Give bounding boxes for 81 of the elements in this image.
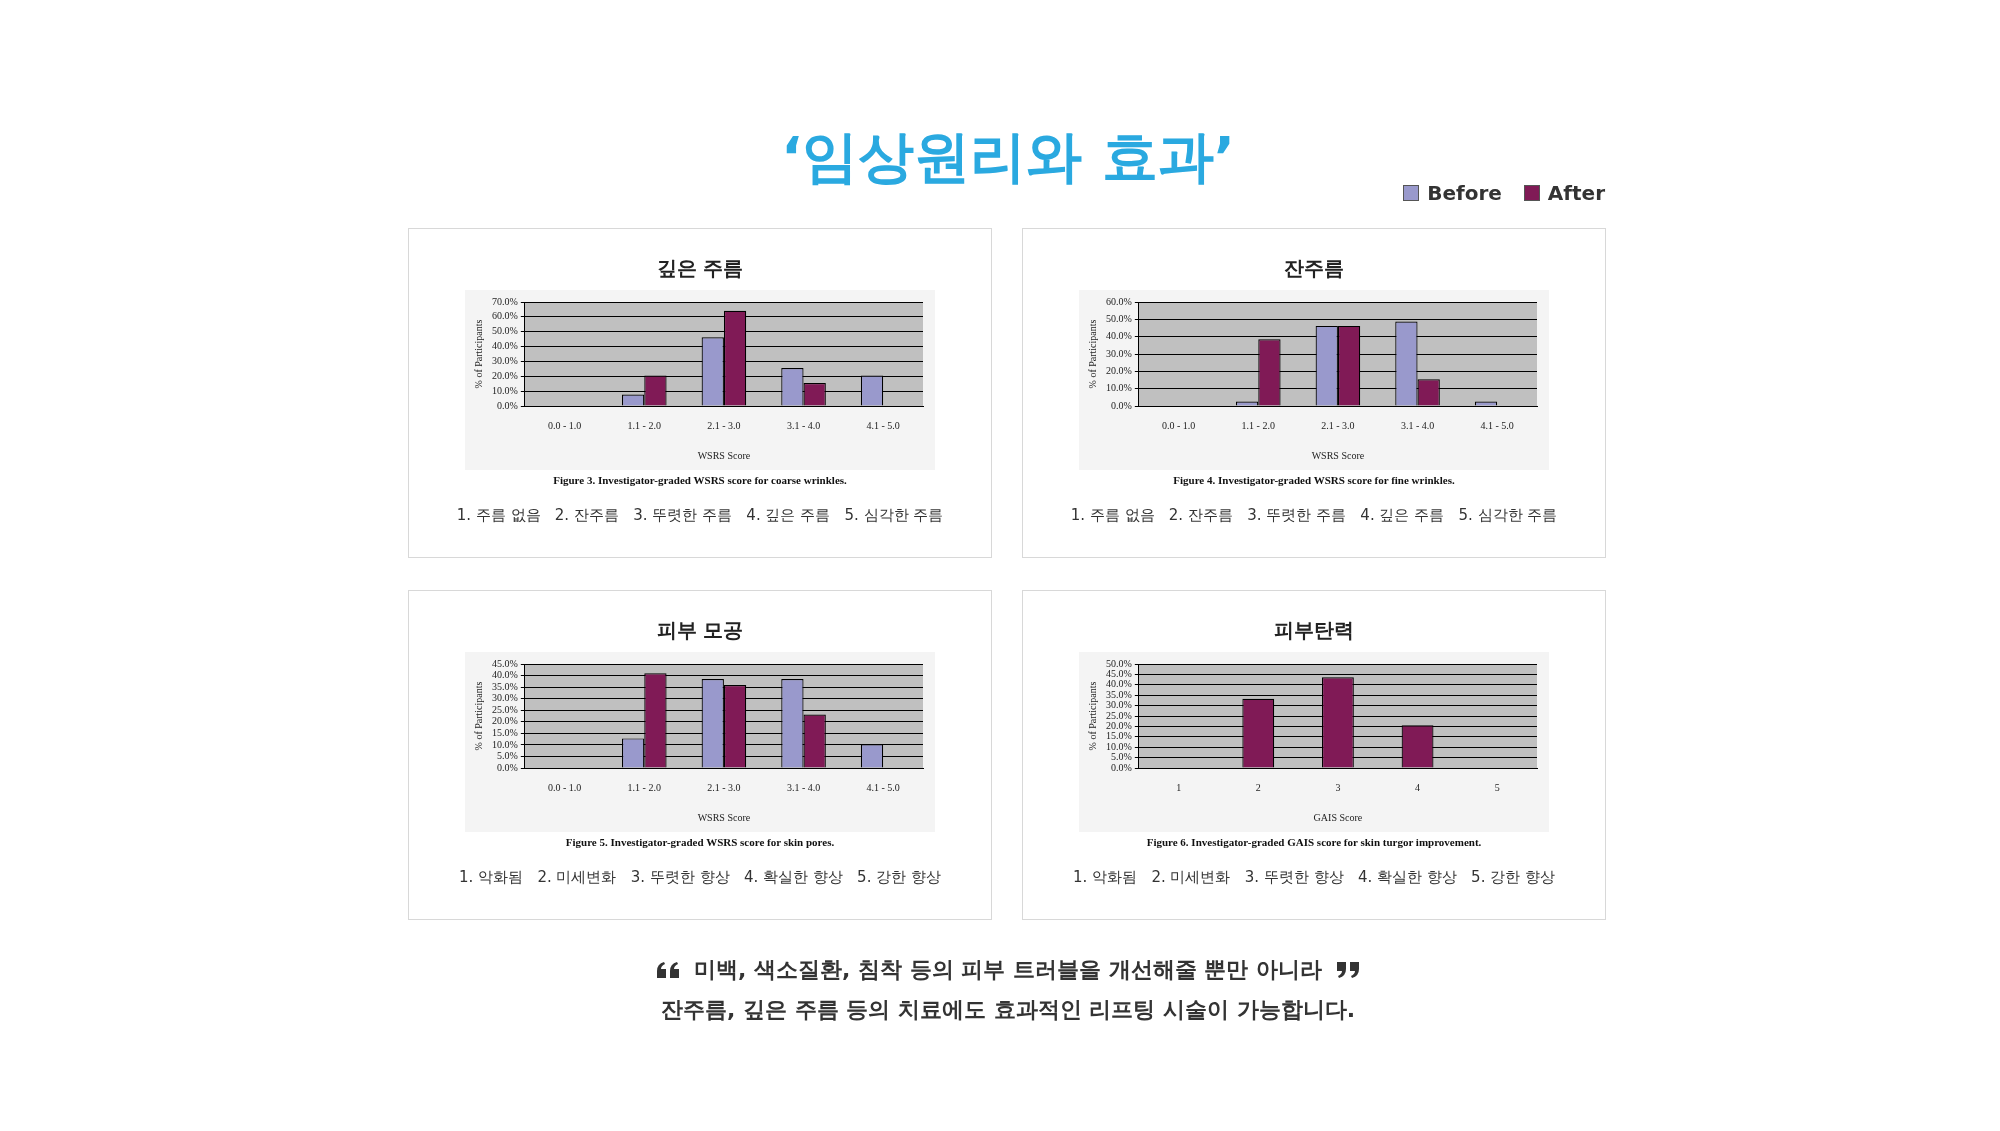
y-tick-label: 20.0% [491, 369, 518, 381]
y-tick-label: 45.0% [491, 657, 518, 669]
legend-label: After [1547, 181, 1605, 205]
x-tick-label: 3 [1335, 781, 1341, 793]
y-tick-label: 25.0% [491, 703, 518, 715]
y-axis-title: % of Participants [1086, 681, 1098, 751]
y-tick-label: 50.0% [491, 325, 518, 337]
y-tick-label: 40.0% [1105, 678, 1132, 690]
y-axis-title: % of Participants [1086, 319, 1098, 389]
y-tick-label: 70.0% [491, 295, 518, 307]
x-tick-label: 4.1 - 5.0 [866, 781, 900, 793]
x-tick-label: 2 [1255, 781, 1261, 793]
x-tick-label: 0.0 - 1.0 [547, 781, 582, 793]
x-tick-label: 3.1 - 4.0 [786, 419, 821, 431]
y-tick-label: 10.0% [491, 384, 518, 396]
x-tick-label: 1.1 - 2.0 [1241, 419, 1275, 431]
y-tick-label: 20.0% [491, 715, 518, 727]
y-tick-label: 5.0% [496, 750, 518, 762]
y-tick-label: 0.0% [496, 761, 518, 773]
y-tick-label: 25.0% [1105, 709, 1132, 721]
x-tick-label: 0.0 - 1.0 [1161, 419, 1196, 431]
y-axis-title: % of Participants [472, 319, 484, 389]
chart-title: 피부탄력 [1273, 617, 1355, 644]
x-tick-label: 2.1 - 3.0 [707, 781, 741, 793]
y-tick-label: 35.0% [1105, 688, 1132, 700]
x-axis-title: WSRS Score [697, 811, 751, 823]
text: 미백, 색소질환, 침착 등의 피부 트러블을 개선해줄 뿐만 아니라 [694, 956, 1322, 984]
y-tick-label: 20.0% [1105, 364, 1132, 376]
text: 1. 악화됨 2. 미세변화 3. 뚜렷한 향상 4. 확실한 향상 5. 강한 향상 [458, 868, 942, 887]
x-tick-label: 4.1 - 5.0 [1480, 419, 1514, 431]
y-tick-label: 40.0% [491, 340, 518, 352]
x-tick-label: 3.1 - 4.0 [786, 781, 821, 793]
y-tick-label: 15.0% [491, 726, 518, 738]
y-tick-label: 0.0% [496, 399, 518, 411]
caption: Figure 6. Investigator-graded GAIS score for skin turgor improvement. [1145, 836, 1483, 848]
y-tick-label: 0.0% [1110, 399, 1132, 411]
y-tick-label: 40.0% [491, 669, 518, 681]
y-tick-label: 30.0% [491, 692, 518, 704]
legend-label: Before [1427, 181, 1502, 205]
x-axis-title: WSRS Score [697, 449, 751, 461]
chart-title: 깊은 주름 [655, 255, 745, 282]
text: 1. 주름 없음 2. 잔주름 3. 뚜렷한 주름 4. 깊은 주름 5. 심각한 주름 [1069, 506, 1559, 525]
x-tick-label: 4.1 - 5.0 [866, 419, 900, 431]
chart-title: 피부 모공 [655, 617, 745, 644]
y-tick-label: 10.0% [1105, 740, 1132, 752]
y-tick-label: 30.0% [1105, 699, 1132, 711]
caption: Figure 3. Investigator-graded WSRS score for coarse wrinkles. [552, 474, 848, 486]
x-tick-label: 5 [1494, 781, 1500, 793]
chart-title: 잔주름 [1283, 255, 1345, 282]
x-axis-title: GAIS Score [1313, 811, 1363, 823]
x-tick-label: 1 [1176, 781, 1182, 793]
y-tick-label: 15.0% [1105, 730, 1132, 742]
x-tick-label: 1.1 - 2.0 [627, 419, 661, 431]
y-tick-label: 10.0% [491, 738, 518, 750]
y-tick-label: 50.0% [1105, 312, 1132, 324]
x-tick-label: 1.1 - 2.0 [627, 781, 661, 793]
y-tick-label: 5.0% [1110, 751, 1132, 763]
x-tick-label: 4 [1415, 781, 1421, 793]
y-tick-label: 60.0% [491, 310, 518, 322]
y-tick-label: 50.0% [1105, 657, 1132, 669]
y-tick-label: 35.0% [491, 680, 518, 692]
x-tick-label: 0.0 - 1.0 [547, 419, 582, 431]
y-tick-label: 60.0% [1105, 295, 1132, 307]
y-axis-title: % of Participants [472, 681, 484, 751]
caption: Figure 4. Investigator-graded WSRS score for fine wrinkles. [1172, 474, 1456, 486]
x-tick-label: 2.1 - 3.0 [707, 419, 741, 431]
text: 1. 악화됨 2. 미세변화 3. 뚜렷한 향상 4. 확실한 향상 5. 강한 향상 [1072, 868, 1556, 887]
y-tick-label: 20.0% [1105, 720, 1132, 732]
y-tick-label: 40.0% [1105, 330, 1132, 342]
x-axis-title: WSRS Score [1311, 449, 1365, 461]
y-tick-label: 30.0% [1105, 347, 1132, 359]
y-tick-label: 45.0% [1105, 668, 1132, 680]
y-tick-label: 0.0% [1110, 761, 1132, 773]
x-tick-label: 3.1 - 4.0 [1400, 419, 1435, 431]
caption: Figure 5. Investigator-graded WSRS score for skin pores. [564, 836, 836, 848]
text: ‘임상원리와 효과’ [780, 124, 1236, 189]
text: 잔주름, 깊은 주름 등의 치료에도 효과적인 리프팅 시술이 가능합니다. [661, 996, 1355, 1024]
text: 1. 주름 없음 2. 잔주름 3. 뚜렷한 주름 4. 깊은 주름 5. 심각한 주름 [455, 506, 945, 525]
y-tick-label: 30.0% [491, 355, 518, 367]
y-tick-label: 10.0% [1105, 382, 1132, 394]
x-tick-label: 2.1 - 3.0 [1321, 419, 1355, 431]
